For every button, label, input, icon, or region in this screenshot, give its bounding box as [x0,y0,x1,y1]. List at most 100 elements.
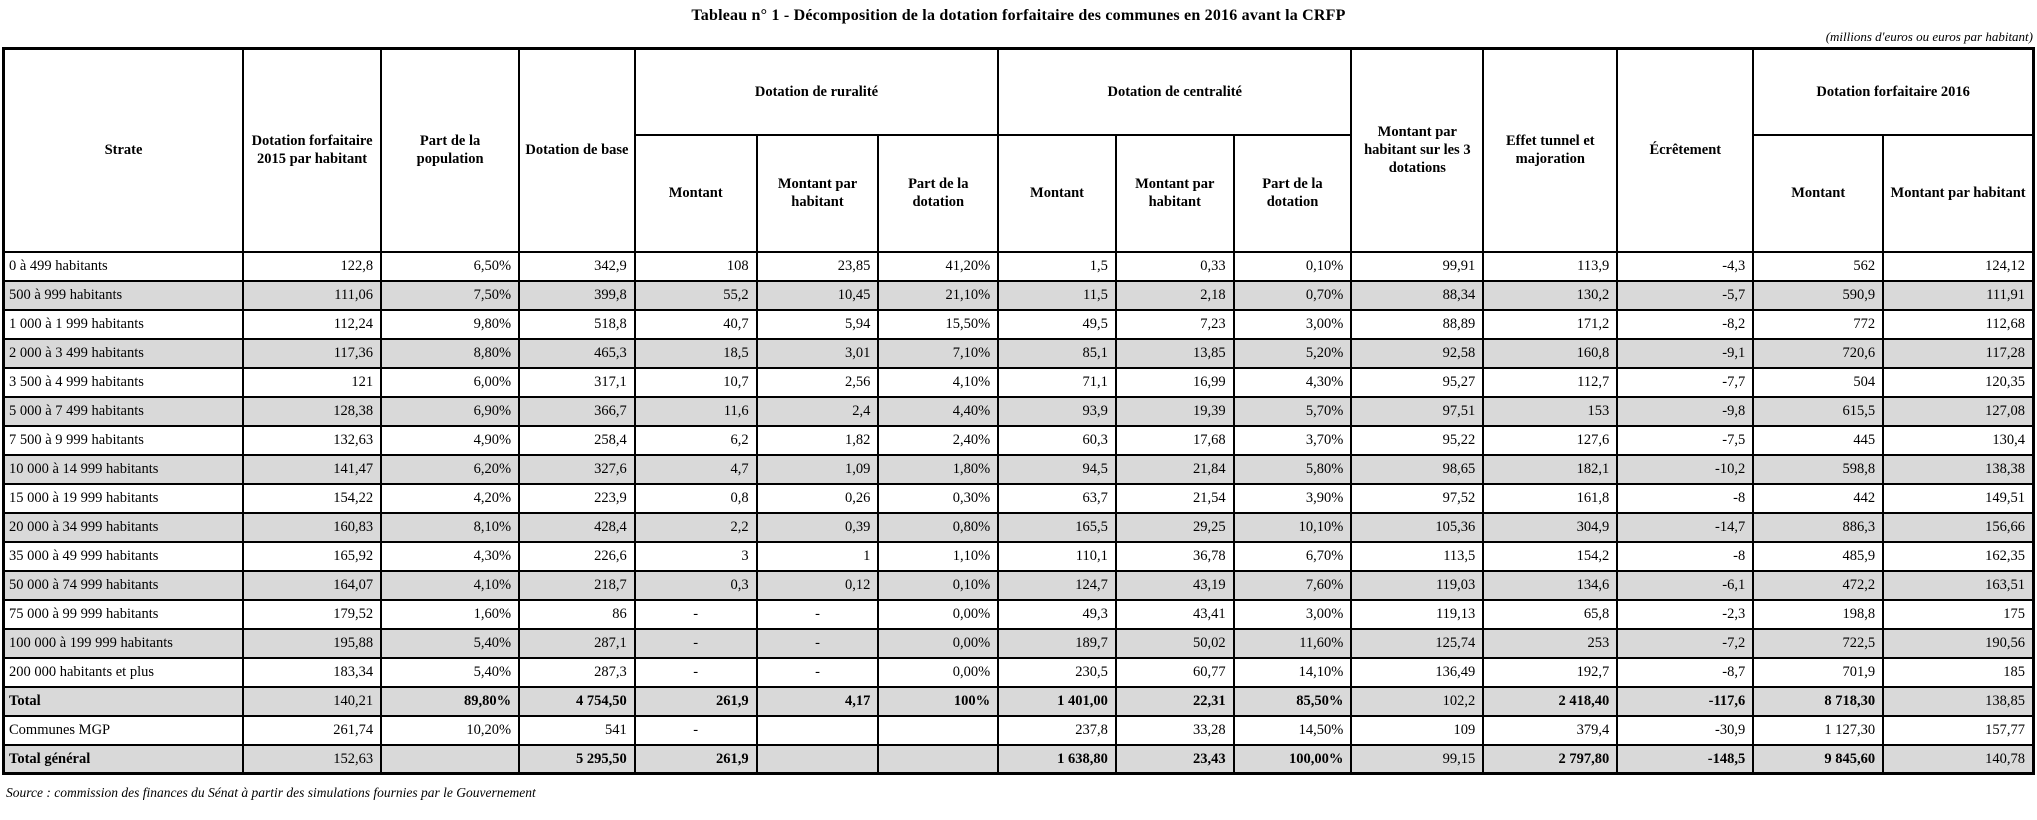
cell: 10,10% [1232,511,1353,543]
table-row: Total 140,21 89,80% 4 754,50 261,9 4,17 100% 1 … [2,685,2035,717]
cell: 164,07 [242,569,383,601]
cell: - [755,598,880,630]
cell: 14,50% [1232,714,1353,746]
table-header: Strate Dotation forfaitaire 2015 par hab… [2,47,2035,253]
cell: 0,33 [1114,250,1235,282]
cell: 2,40% [877,424,1000,456]
cell: 41,20% [877,250,1000,282]
cell: 4,20% [380,482,521,514]
header-centralite-part-dotation: Part de la dotation [1232,133,1353,253]
header-strate: Strate [2,47,245,253]
cell: 124,12 [1882,250,2035,282]
cell: 128,38 [242,395,383,427]
cell: 485,9 [1752,540,1885,572]
cell: 22,31 [1114,685,1235,717]
table-title: Tableau n° 1 - Décomposition de la dotat… [691,7,1346,24]
cell: 85,50% [1232,685,1353,717]
cell: -8,7 [1616,656,1755,688]
table-row: 500 à 999 habitants 111,06 7,50% 399,8 55,2 1… [2,279,2035,311]
cell: 97,51 [1350,395,1485,427]
header-group-centralite: Dotation de centralité [997,47,1353,136]
cell: 102,2 [1350,685,1485,717]
row-label: 3 500 à 4 999 habitants [2,366,245,398]
cell: 4,40% [877,395,1000,427]
cell: 3,00% [1232,308,1353,340]
cell: 0,00% [877,656,1000,688]
cell: 327,6 [518,453,636,485]
table-row: 75 000 à 99 999 habitants 179,52 1,60% 86- -… [2,598,2035,630]
cell: 95,22 [1350,424,1485,456]
cell: 230,5 [997,656,1117,688]
cell: 1,80% [877,453,1000,485]
cell: 171,2 [1482,308,1619,340]
cell: 98,65 [1350,453,1485,485]
cell: 198,8 [1752,598,1885,630]
cell: 304,9 [1482,511,1619,543]
row-label: 200 000 habitants et plus [2,656,245,688]
cell: 23,85 [755,250,880,282]
cell: -30,9 [1616,714,1755,746]
cell: 189,7 [997,627,1117,659]
cell: 0,10% [877,569,1000,601]
cell: 71,1 [997,366,1117,398]
cell: -7,5 [1616,424,1755,456]
cell: 85,1 [997,337,1117,369]
cell: 86 [518,598,636,630]
cell: 3,00% [1232,598,1353,630]
cell: 109 [1350,714,1485,746]
table-row: 200 000 habitants et plus 183,34 5,40% 287,… [2,656,2035,688]
table-row: 3 500 à 4 999 habitants 121 6,00% 317,1 10,7… [2,366,2035,398]
cell: 615,5 [1752,395,1885,427]
cell: 157,77 [1882,714,2035,746]
cell: 63,7 [997,482,1117,514]
cell: 2 418,40 [1482,685,1619,717]
cell: -7,2 [1616,627,1755,659]
cell: 88,34 [1350,279,1485,311]
cell: 3 [633,540,758,572]
cell: 121 [242,366,383,398]
cell: 1,5 [997,250,1117,282]
cell: 772 [1752,308,1885,340]
cell: 465,3 [518,337,636,369]
cell: 99,15 [1350,743,1485,775]
cell [877,714,1000,746]
cell: - [633,598,758,630]
cell: 399,8 [518,279,636,311]
cell: 5,40% [380,656,521,688]
cell: 11,6 [633,395,758,427]
cell: 4,90% [380,424,521,456]
cell: -9,8 [1616,395,1755,427]
cell: 40,7 [633,308,758,340]
cell: -8,2 [1616,308,1755,340]
cell: 149,51 [1882,482,2035,514]
cell: 141,47 [242,453,383,485]
cell: 442 [1752,482,1885,514]
table-row: 35 000 à 49 999 habitants 165,92 4,30% 226,… [2,540,2035,572]
cell: 5,94 [755,308,880,340]
table-row: 15 000 à 19 999 habitants 154,22 4,20% 223,… [2,482,2035,514]
cell: 3,01 [755,337,880,369]
cell: 287,3 [518,656,636,688]
table-row: 0 à 499 habitants 122,8 6,50% 342,9 108 23,85… [2,250,2035,282]
cell: 253 [1482,627,1619,659]
cell: 125,74 [1350,627,1485,659]
cell: 1 401,00 [997,685,1117,717]
cell: 562 [1752,250,1885,282]
cell: 130,2 [1482,279,1619,311]
cell: 119,13 [1350,598,1485,630]
cell: 261,9 [633,743,758,775]
cell: 195,88 [242,627,383,659]
cell: 97,52 [1350,482,1485,514]
cell: 258,4 [518,424,636,456]
cell: 11,5 [997,279,1117,311]
cell: 60,3 [997,424,1117,456]
header-centralite-montant: Montant [997,133,1117,253]
cell: 192,7 [1482,656,1619,688]
row-label: 35 000 à 49 999 habitants [2,540,245,572]
cell: -117,6 [1616,685,1755,717]
cell: 95,27 [1350,366,1485,398]
cell: 5,40% [380,627,521,659]
cell: 3,90% [1232,482,1353,514]
cell: 50,02 [1114,627,1235,659]
row-label: 10 000 à 14 999 habitants [2,453,245,485]
